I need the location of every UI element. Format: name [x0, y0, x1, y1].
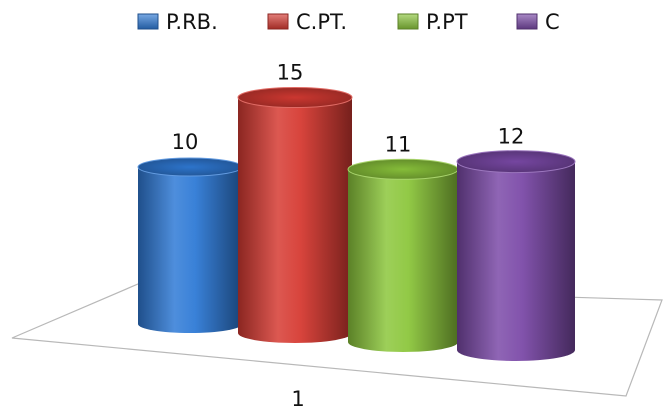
legend-label-p-pt: P.PT	[426, 10, 468, 34]
data-label-p-pt: 11	[385, 132, 412, 156]
legend: P.RB. C.PT. P.PT C	[137, 10, 560, 34]
legend-swatch-c-pt	[267, 13, 289, 30]
bar-c	[456, 150, 576, 361]
legend-item-c-pt: C.PT.	[267, 10, 347, 34]
bar-body-p-rb	[138, 167, 242, 333]
bar-body-p-pt	[348, 169, 458, 352]
legend-swatch-p-rb	[137, 13, 159, 30]
bar-p-pt	[347, 158, 459, 352]
bar-top-c-pt	[237, 87, 353, 108]
bar-body-c	[457, 161, 575, 361]
legend-label-c: C	[545, 10, 560, 34]
legend-item-c: C	[516, 10, 560, 34]
bar-body-c-pt	[238, 97, 352, 343]
legend-swatch-c	[516, 13, 538, 30]
bar-top-p-rb	[137, 157, 243, 177]
data-labels: 10 15 11 12	[172, 61, 525, 157]
data-label-c-pt: 15	[277, 61, 304, 85]
data-label-p-rb: 10	[172, 130, 199, 154]
bars	[137, 87, 576, 361]
legend-swatch-p-pt	[397, 13, 419, 30]
legend-label-p-rb: P.RB.	[166, 10, 218, 34]
bar-top-c	[456, 150, 576, 174]
bar-c-pt	[237, 87, 353, 343]
category-label: 1	[291, 387, 304, 411]
legend-item-p-pt: P.PT	[397, 10, 468, 34]
data-label-c: 12	[498, 125, 525, 149]
bar-p-rb	[137, 157, 243, 333]
legend-item-p-rb: P.RB.	[137, 10, 218, 34]
legend-label-c-pt: C.PT.	[296, 10, 347, 34]
bar-top-p-pt	[347, 158, 459, 180]
